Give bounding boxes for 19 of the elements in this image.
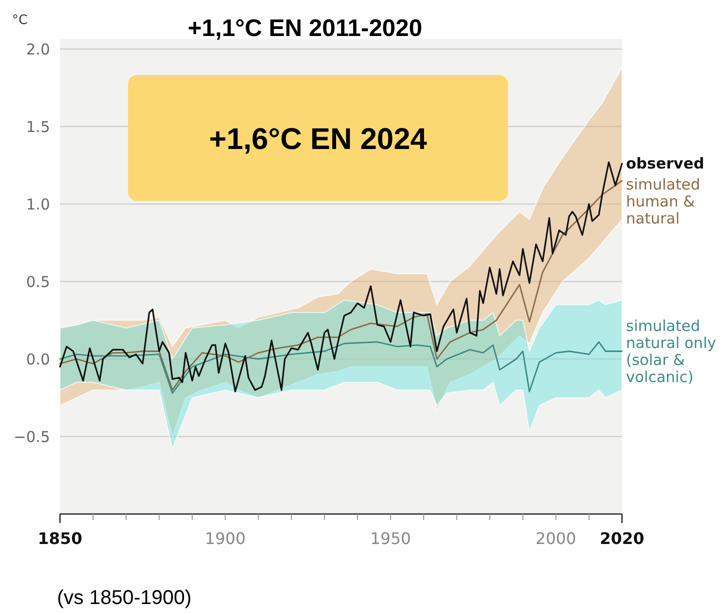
line-series bbox=[59, 341, 623, 394]
annotation: +1,6°C EN 2024 bbox=[209, 123, 428, 156]
x-tick-label: 1950 bbox=[370, 529, 411, 548]
y-tick-label: 0.5 bbox=[26, 272, 50, 291]
x-tick-label: 2020 bbox=[600, 529, 644, 548]
text: (vs 1850-1900) bbox=[57, 587, 192, 609]
chart-title: +1,1°C EN 2011-2020 bbox=[188, 15, 422, 42]
y-tick-label: 2.0 bbox=[26, 40, 50, 58]
series-label: simulated natural only (solar & volcanic) bbox=[626, 316, 716, 386]
x-tick-label: 2000 bbox=[536, 529, 576, 548]
y-tick-label: 1.0 bbox=[26, 195, 50, 214]
y-tick-label: 0.0 bbox=[26, 350, 50, 368]
x-tick-label: 1900 bbox=[204, 529, 246, 548]
series-label: simulated human & natural bbox=[626, 176, 700, 228]
y-tick-label: 1.5 bbox=[26, 118, 50, 136]
x-tick-label: 1850 bbox=[38, 529, 82, 548]
series-label: observed bbox=[626, 154, 704, 173]
y-tick-label: −0.5 bbox=[14, 428, 50, 446]
y-axis-title: °C bbox=[12, 13, 28, 28]
